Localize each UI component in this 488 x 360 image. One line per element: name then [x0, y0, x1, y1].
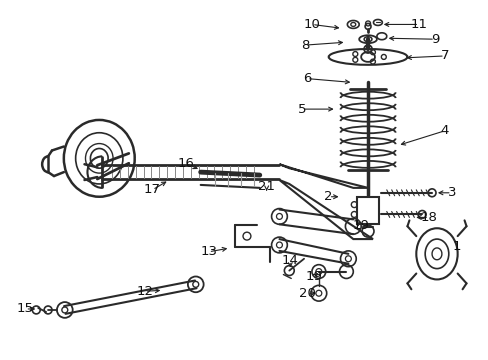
Text: 1: 1: [451, 240, 460, 253]
Text: 7: 7: [440, 49, 448, 62]
Text: 14: 14: [281, 254, 298, 267]
Text: 2: 2: [324, 190, 332, 203]
Text: 17: 17: [143, 183, 161, 196]
Text: 15: 15: [17, 302, 34, 315]
Text: 8: 8: [300, 39, 308, 51]
Text: 9: 9: [430, 33, 438, 46]
Text: 6: 6: [302, 72, 310, 85]
Text: 20: 20: [298, 287, 315, 300]
Text: 19: 19: [305, 270, 322, 283]
Text: 3: 3: [447, 186, 455, 199]
Text: 16: 16: [177, 157, 194, 170]
Text: 5: 5: [297, 103, 305, 116]
Text: 10: 10: [303, 18, 320, 31]
Text: 13: 13: [200, 246, 217, 258]
Text: 4: 4: [440, 124, 448, 137]
Bar: [357, 197, 378, 224]
Text: 19: 19: [352, 219, 369, 232]
Text: 12: 12: [136, 285, 153, 298]
Text: 18: 18: [420, 211, 437, 224]
Text: 21: 21: [258, 180, 275, 193]
Text: 11: 11: [410, 18, 427, 31]
